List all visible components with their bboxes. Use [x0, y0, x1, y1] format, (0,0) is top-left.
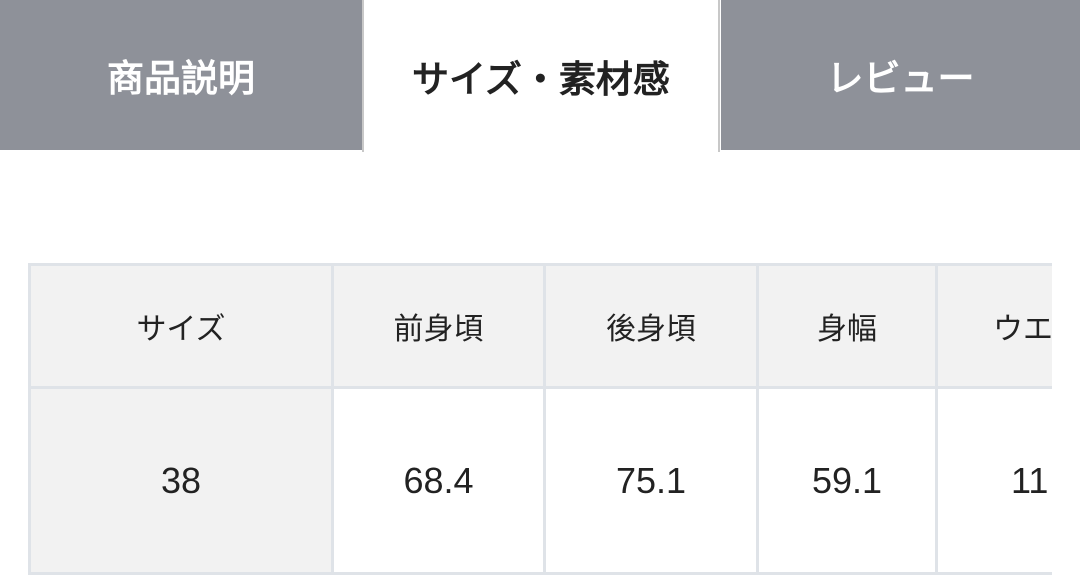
tab-size-material[interactable]: サイズ・素材感 — [362, 0, 720, 152]
tab-reviews[interactable]: レビュー — [721, 0, 1080, 150]
table-header-row: サイズ 前身頃 後身頃 身幅 ウエ — [28, 263, 1052, 389]
cell-back-length: 75.1 — [543, 386, 759, 575]
header-cell-body-width: 身幅 — [756, 263, 938, 389]
header-cell-front-length: 前身頃 — [331, 263, 546, 389]
cell-front-length: 68.4 — [331, 386, 546, 575]
tab-product-description[interactable]: 商品説明 — [0, 0, 362, 150]
header-cell-back-length: 後身頃 — [543, 263, 759, 389]
size-table: サイズ 前身頃 後身頃 身幅 ウエ 38 68.4 75.1 59.1 11 — [28, 263, 1052, 577]
cell-waist: 11 — [935, 386, 1052, 575]
table-row: 38 68.4 75.1 59.1 11 — [28, 386, 1052, 575]
header-cell-size: サイズ — [28, 263, 334, 389]
cell-size: 38 — [28, 386, 334, 575]
cell-body-width: 59.1 — [756, 386, 938, 575]
header-cell-waist: ウエ — [935, 263, 1052, 389]
